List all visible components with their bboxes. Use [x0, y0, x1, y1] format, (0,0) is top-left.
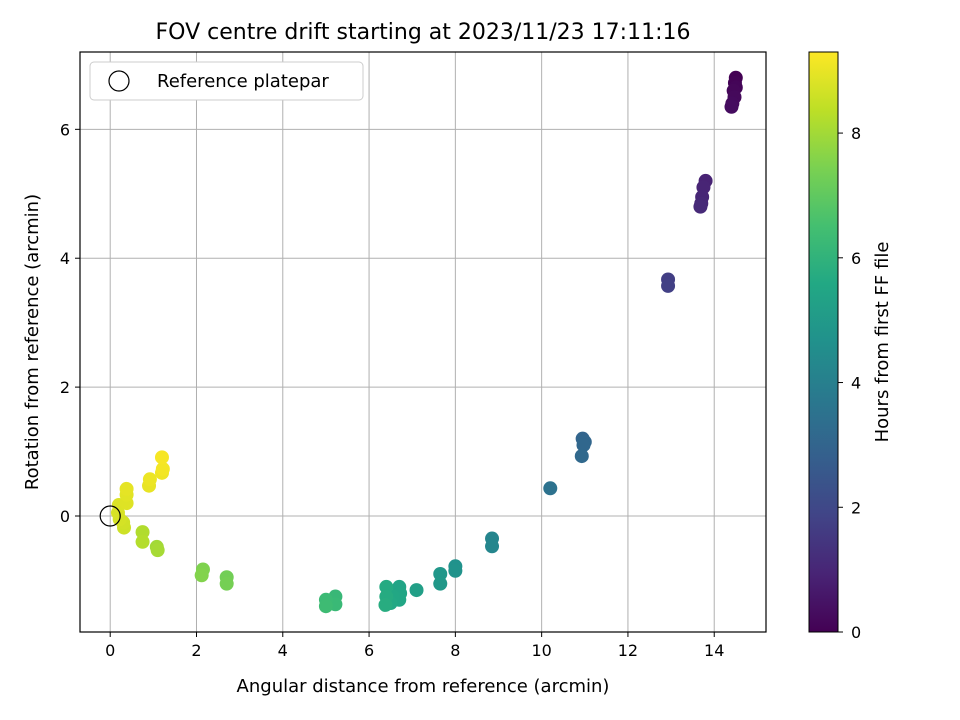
data-point [318, 599, 333, 614]
x-tick-label: 10 [531, 641, 551, 660]
data-point [576, 438, 591, 453]
data-point [693, 199, 708, 214]
colorbar-tick-label: 4 [851, 374, 861, 393]
data-point [409, 583, 424, 598]
data-point [485, 539, 500, 554]
colorbar-tick-label: 0 [851, 623, 861, 642]
data-point [724, 99, 739, 114]
data-point [574, 449, 589, 464]
data-points [99, 70, 743, 614]
legend-box [89, 61, 364, 101]
reference-point [99, 505, 121, 527]
y-tick-label: 2 [60, 378, 70, 397]
y-tick-label: 6 [60, 120, 70, 139]
x-tick-label: 2 [191, 641, 201, 660]
data-point [661, 278, 676, 293]
colorbar-tick-label: 8 [851, 124, 861, 143]
data-point [194, 568, 209, 583]
y-axis-label: Rotation from reference (arcmin) [22, 194, 43, 490]
x-tick-label: 0 [105, 641, 115, 660]
plot-frame [79, 51, 767, 633]
x-tick-label: 12 [618, 641, 638, 660]
y-tick-label: 4 [60, 249, 70, 268]
x-tick-label: 8 [450, 641, 460, 660]
data-point [119, 481, 134, 496]
data-point [378, 597, 393, 612]
x-tick-label: 6 [364, 641, 374, 660]
colorbar-tick-label: 2 [851, 498, 861, 517]
colorbar-label: Hours from first FF file [872, 242, 893, 443]
data-point [219, 576, 234, 591]
legend-label: Reference platepar [157, 71, 329, 92]
legend-marker [108, 70, 130, 92]
data-point [150, 543, 165, 558]
data-point [379, 579, 394, 594]
data-point [135, 525, 150, 540]
legend: Reference platepar [89, 61, 364, 101]
axis-ticks: 0 2 4 6 8 10 12 14 0 2 4 6 [60, 120, 725, 660]
colorbar-ticks: 0 2 4 6 8 [838, 124, 861, 642]
chart-title: FOV centre drift starting at 2023/11/23 … [156, 20, 691, 45]
colorbar-tick-label: 6 [851, 249, 861, 268]
y-tick-label: 0 [60, 507, 70, 526]
data-point [142, 472, 157, 487]
grid [80, 52, 766, 632]
data-point [448, 563, 463, 578]
x-axis-label: Angular distance from reference (arcmin) [237, 676, 610, 697]
data-point [433, 567, 448, 581]
x-tick-label: 4 [278, 641, 288, 660]
colorbar [808, 51, 839, 633]
data-point [155, 461, 170, 476]
data-point [154, 450, 169, 465]
data-point [543, 481, 558, 496]
x-tick-label: 14 [704, 641, 724, 660]
data-point [135, 534, 150, 549]
data-point [433, 576, 448, 591]
